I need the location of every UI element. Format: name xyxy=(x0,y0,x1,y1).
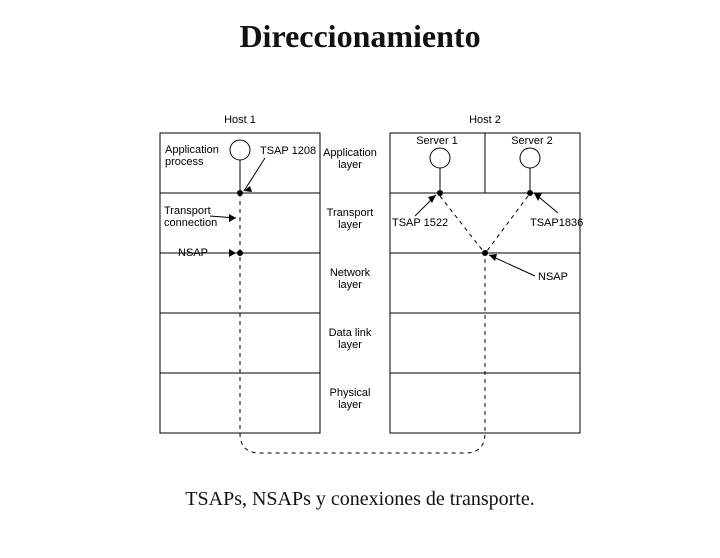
host1-nsap-label: NSAP xyxy=(178,247,208,259)
host1-tsap-label: TSAP 1208 xyxy=(260,145,316,157)
server1-tsap-dot xyxy=(437,190,443,196)
app-process-label-2: process xyxy=(165,156,204,168)
app-process-label-1: Application xyxy=(165,144,219,156)
tc-label-1: Transport xyxy=(164,205,211,217)
server2-label: Server 2 xyxy=(511,135,553,147)
server1-tsap-label: TSAP 1522 xyxy=(392,217,448,229)
page-title: Direccionamiento xyxy=(0,18,720,55)
layer-dl-2: layer xyxy=(338,339,362,351)
tc-label-2: connection xyxy=(164,217,217,229)
layer-dl-1: Data link xyxy=(329,327,372,339)
layer-net-1: Network xyxy=(330,267,371,279)
host2-group: Host 2 Server 1 TSAP 1522 Server 2 TSAP1… xyxy=(390,114,583,433)
layer-phy-2: layer xyxy=(338,399,362,411)
layer-app-1: Application xyxy=(323,147,377,159)
layer-trans-2: layer xyxy=(338,219,362,231)
layer-trans-1: Transport xyxy=(327,207,374,219)
host2-title: Host 2 xyxy=(469,114,501,126)
layer-phy-1: Physical xyxy=(330,387,371,399)
tsap-nsap-diagram: Host 1 Application process TSAP 1208 Tra… xyxy=(140,98,600,458)
layer-labels: Application layer Transport layer Networ… xyxy=(323,147,377,411)
server2-tsap-label: TSAP1836 xyxy=(530,217,583,229)
server2-icon xyxy=(520,148,540,168)
server1-icon xyxy=(430,148,450,168)
server2-tsap-dot xyxy=(527,190,533,196)
figure-caption: TSAPs, NSAPs y conexiones de transporte. xyxy=(0,488,720,511)
layer-net-2: layer xyxy=(338,279,362,291)
layer-app-2: layer xyxy=(338,159,362,171)
server1-label: Server 1 xyxy=(416,135,458,147)
transport-connection-path xyxy=(240,193,485,453)
host2-nsap-label: NSAP xyxy=(538,271,568,283)
host1-title: Host 1 xyxy=(224,114,256,126)
app-process-icon xyxy=(230,140,250,160)
